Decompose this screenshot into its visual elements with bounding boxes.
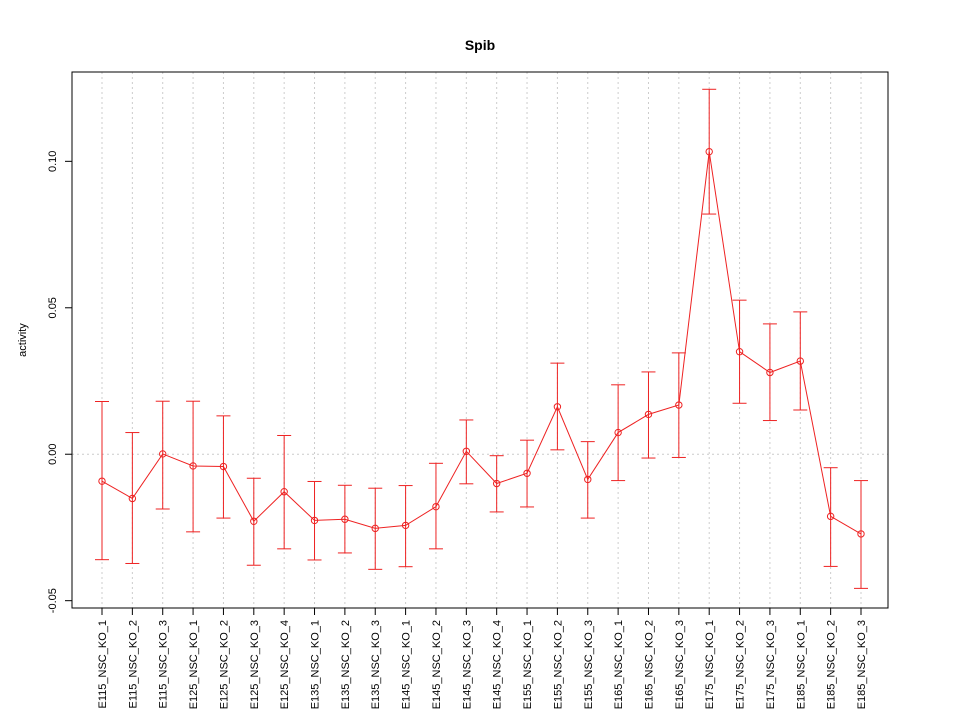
data-point — [796, 357, 804, 365]
x-tick-label: E155_NSC_KO_3 — [583, 620, 595, 709]
data-point — [826, 512, 835, 521]
data-point — [98, 477, 106, 485]
data-point — [523, 469, 531, 477]
data-point — [189, 462, 197, 470]
data-point — [401, 521, 410, 530]
data-point — [553, 403, 562, 411]
x-tick-label: E175_NSC_KO_1 — [704, 620, 716, 709]
data-point — [159, 450, 167, 458]
data-point — [492, 479, 501, 488]
x-tick-label: E125_NSC_KO_3 — [249, 620, 261, 709]
data-point — [219, 462, 228, 471]
x-tick-label: E175_NSC_KO_2 — [735, 620, 747, 709]
data-point — [614, 428, 622, 437]
plot-frame — [71, 71, 889, 609]
x-tick-label: E165_NSC_KO_3 — [674, 620, 686, 709]
data-point — [341, 515, 349, 523]
data-point — [644, 410, 653, 419]
x-tick-label: E145_NSC_KO_1 — [401, 620, 413, 709]
data-point — [310, 516, 319, 525]
x-tick-label: E175_NSC_KO_3 — [765, 620, 777, 709]
y-tick-label: 0.05 — [47, 297, 59, 318]
x-tick-label: E135_NSC_KO_1 — [310, 620, 322, 709]
x-tick-label: E115_NSC_KO_2 — [127, 620, 139, 708]
data-point — [432, 502, 440, 511]
x-tick-label: E125_NSC_KO_2 — [218, 620, 230, 709]
data-point — [766, 368, 774, 377]
y-axis: -0.05 0.00 0.05 0.10 — [47, 151, 72, 613]
series — [95, 88, 868, 589]
y-tick-label: 0.10 — [47, 151, 59, 172]
x-tick-label: E115_NSC_KO_1 — [97, 620, 109, 708]
x-tick-label: E145_NSC_KO_3 — [461, 620, 473, 709]
series-line — [101, 151, 862, 535]
data-point — [857, 530, 865, 538]
x-tick-label: E165_NSC_KO_1 — [613, 620, 625, 709]
data-point — [250, 517, 258, 526]
x-tick-label: E185_NSC_KO_1 — [795, 620, 807, 709]
data-point — [280, 488, 288, 496]
x-tick-label: E135_NSC_KO_2 — [340, 620, 352, 709]
x-tick-label: E185_NSC_KO_3 — [856, 620, 868, 709]
x-axis: E115_NSC_KO_1 E115_NSC_KO_2 E115_NSC_KO_3 E… — [97, 608, 868, 709]
data-point — [735, 348, 744, 356]
x-tick-label: E135_NSC_KO_3 — [370, 620, 382, 709]
x-tick-label: E115_NSC_KO_3 — [158, 620, 170, 708]
x-tick-label: E155_NSC_KO_1 — [522, 620, 534, 709]
x-tick-label: E145_NSC_KO_4 — [492, 620, 504, 709]
data-point — [371, 524, 379, 533]
x-tick-label: E165_NSC_KO_2 — [643, 620, 655, 709]
x-tick-label: E155_NSC_KO_2 — [552, 620, 564, 709]
x-tick-label: E145_NSC_KO_2 — [431, 620, 443, 709]
data-point — [675, 401, 683, 409]
x-tick-label: E125_NSC_KO_4 — [279, 620, 291, 709]
y-tick-label: -0.05 — [47, 588, 59, 613]
y-tick-label: 0.00 — [47, 444, 59, 465]
data-point — [462, 447, 471, 456]
chart-title: Spib — [465, 37, 495, 53]
x-tick-label: E125_NSC_KO_1 — [188, 620, 200, 709]
data-point — [584, 475, 592, 484]
data-point — [128, 494, 137, 503]
y-axis-label: activity — [17, 323, 29, 357]
x-tick-label: E185_NSC_KO_2 — [826, 620, 838, 709]
data-point — [705, 147, 713, 156]
grid — [72, 72, 888, 608]
